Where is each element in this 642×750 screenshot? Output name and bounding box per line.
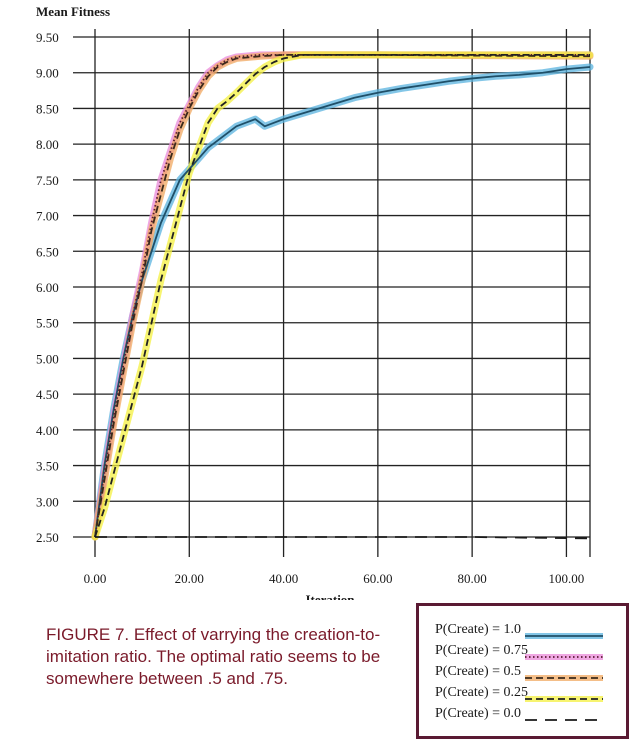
legend-item: P(Create) = 0.75: [435, 643, 625, 663]
x-axis-title: Iteration: [305, 592, 355, 600]
series-lines: [91, 51, 594, 541]
y-tick-labels: 2.50 3.00 3.50 4.00 4.50 5.00 5.50 6.00 6.50 7.00…: [36, 30, 59, 545]
legend-swatch: [525, 654, 603, 660]
y-tick-label: 8.00: [36, 137, 59, 152]
series-line-2: [94, 53, 591, 538]
x-tick-label: 80.00: [458, 571, 487, 586]
legend-item: P(Create) = 0.0: [435, 706, 625, 726]
series-line-1: [94, 53, 590, 538]
line-chart: Mean Fitness 2.50 3.00 3.50 4.00 4.50 5.00 5.5…: [36, 4, 594, 600]
y-tick-label: 7.50: [36, 173, 59, 188]
y-tick-label: 3.00: [36, 494, 59, 509]
x-tick-label: 60.00: [363, 571, 392, 586]
legend-label: P(Create) = 0.25: [435, 685, 529, 700]
x-tick-label: 40.00: [269, 571, 298, 586]
y-tick-label: 8.50: [36, 101, 59, 116]
series-highlight-0: [91, 63, 594, 541]
y-tick-label: 5.50: [36, 316, 59, 331]
y-tick-label: 3.50: [36, 459, 59, 474]
y-tick-label: 4.50: [36, 387, 59, 402]
y-tick-label: 4.00: [36, 423, 59, 438]
legend-swatch: [525, 675, 603, 681]
x-tick-label: 100.00: [549, 571, 585, 586]
y-tick-label: 7.00: [36, 209, 59, 224]
series-highlight-2: [91, 51, 594, 541]
legend-swatch: [525, 633, 603, 639]
legend-item: P(Create) = 0.5: [435, 664, 625, 684]
legend-item: P(Create) = 1.0: [435, 622, 625, 642]
y-axis-title: Mean Fitness: [36, 4, 110, 19]
y-tick-label: 6.50: [36, 244, 59, 259]
legend-swatch: [525, 696, 603, 702]
series-highlight-1: [91, 51, 594, 541]
y-tick-label: 2.50: [36, 530, 59, 545]
x-tick-label: 0.00: [84, 571, 107, 586]
legend-label: P(Create) = 0.0: [435, 706, 522, 721]
y-tick-label: 6.00: [36, 280, 59, 295]
legend-label: P(Create) = 0.5: [435, 664, 522, 679]
series-line-3: [94, 53, 590, 538]
y-tick-label: 5.00: [36, 351, 59, 366]
series-highlight-3: [91, 51, 594, 541]
legend-label: P(Create) = 0.75: [435, 643, 529, 658]
legend-item: P(Create) = 0.25: [435, 685, 625, 705]
y-tick-label: 9.00: [36, 66, 59, 81]
legend-swatch: [525, 719, 603, 721]
x-tick-label: 20.00: [175, 571, 204, 586]
legend: P(Create) = 1.0 P(Create) = 0.75 P(Create)…: [416, 603, 629, 739]
legend-label: P(Create) = 1.0: [435, 622, 522, 637]
series-line-0: [94, 66, 591, 538]
figure-caption: FIGURE 7. Effect of varrying the creatio…: [46, 625, 381, 688]
y-tick-label: 9.50: [36, 30, 59, 45]
x-tick-labels: 0.00 20.00 40.00 60.00 80.00 100.00: [84, 571, 585, 586]
